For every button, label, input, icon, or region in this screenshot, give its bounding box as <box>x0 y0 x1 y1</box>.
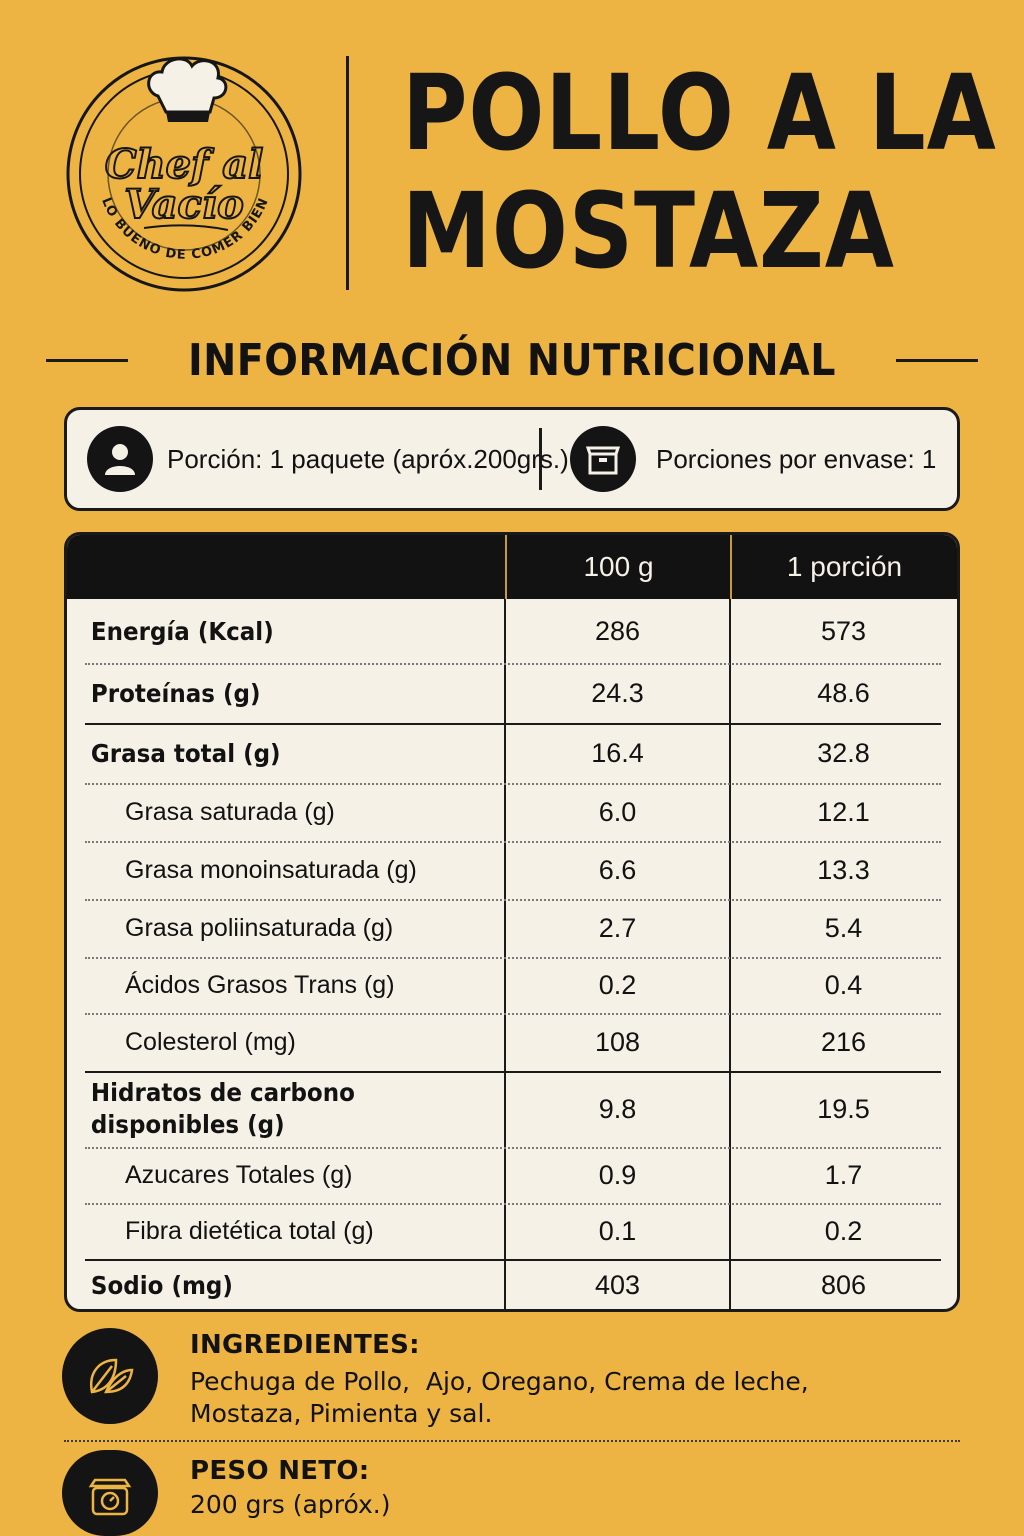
row-label-line2: disponibles (g) <box>90 1110 285 1139</box>
row-value-100g: 2.7 <box>598 912 637 943</box>
row-label: Fibra dietética total (g) <box>125 1216 374 1245</box>
header-portion: 1 porción <box>730 535 957 599</box>
servings-per-pack-text: Porciones por envase: 1 <box>656 443 937 474</box>
row-value-100g: 6.6 <box>598 854 637 885</box>
table-row: Grasa poliinsaturada (g) 2.7 5.4 <box>67 899 957 957</box>
header-divider <box>346 56 349 290</box>
section-title: INFORMACIÓN NUTRICIONAL <box>0 330 1024 390</box>
table-row: Energía (Kcal) 286 573 <box>67 599 957 663</box>
brand-logo: Chef al Vacío LO BUENO DE COMER BIEN <box>66 56 302 292</box>
row-value-100g: 286 <box>594 615 641 646</box>
row-value-portion: 19.5 <box>817 1093 870 1124</box>
row-label: Energía (Kcal) <box>90 616 274 646</box>
table-row: Hidratos de carbono disponibles (g) 9.8 … <box>67 1071 957 1147</box>
table-header: 100 g 1 porción <box>67 535 957 599</box>
ingredients-label: INGREDIENTES: <box>190 1330 420 1360</box>
row-separator <box>85 663 941 665</box>
net-weight-value: 200 grs (apróx.) <box>190 1490 391 1519</box>
group-separator <box>85 1071 941 1073</box>
column-divider-2 <box>729 599 731 1309</box>
row-separator <box>85 899 941 901</box>
row-value-100g: 6.0 <box>598 796 637 827</box>
row-value-portion: 216 <box>820 1026 867 1057</box>
row-separator <box>85 1147 941 1149</box>
group-separator <box>85 1259 941 1261</box>
row-value-100g: 0.1 <box>598 1215 637 1246</box>
row-value-portion: 806 <box>820 1269 867 1300</box>
table-row: Grasa saturada (g) 6.0 12.1 <box>67 783 957 841</box>
row-value-portion: 0.4 <box>824 969 863 1000</box>
table-row: Proteínas (g) 24.3 48.6 <box>67 663 957 723</box>
table-row: Azucares Totales (g) 0.9 1.7 <box>67 1147 957 1203</box>
row-value-portion: 13.3 <box>817 854 870 885</box>
net-weight-label: PESO NETO: <box>190 1456 370 1486</box>
section-title-text: INFORMACIÓN NUTRICIONAL <box>188 334 836 386</box>
row-separator <box>85 841 941 843</box>
footer-separator <box>64 1440 960 1442</box>
table-row: Sodio (mg) 403 806 <box>67 1259 957 1309</box>
row-value-100g: 24.3 <box>591 677 644 708</box>
row-label: Proteínas (g) <box>90 678 261 708</box>
row-value-100g: 0.2 <box>598 969 637 1000</box>
section-rule-left <box>46 358 129 362</box>
row-label: Ácidos Grasos Trans (g) <box>125 970 395 999</box>
row-label: Grasa poliinsaturada (g) <box>125 913 394 942</box>
header: Chef al Vacío LO BUENO DE COMER BIEN POL… <box>0 0 1024 310</box>
row-value-portion: 12.1 <box>817 796 870 827</box>
row-value-100g: 9.8 <box>598 1093 637 1124</box>
user-icon <box>87 426 153 492</box>
scale-icon <box>62 1450 158 1536</box>
serving-info-box: Porción: 1 paquete (apróx.200grs.) Porci… <box>64 407 960 511</box>
row-label-line1: Hidratos de carbono <box>90 1078 355 1107</box>
group-separator <box>85 723 941 725</box>
row-value-100g: 0.9 <box>598 1159 637 1190</box>
row-label: Colesterol (mg) <box>125 1027 296 1056</box>
logo-brand-line1: Chef al <box>105 141 264 188</box>
row-separator <box>85 957 941 959</box>
row-value-portion: 1.7 <box>824 1159 863 1190</box>
box-icon <box>570 426 636 492</box>
header-100g: 100 g <box>505 535 730 599</box>
ingredients-section: INGREDIENTES: Pechuga de Pollo, Ajo, Ore… <box>0 1322 1024 1440</box>
row-label: Grasa total (g) <box>90 738 281 768</box>
ingredients-line1: Pechuga de Pollo, Ajo, Oregano, Crema de… <box>190 1367 809 1396</box>
product-title-line2: MOSTAZA <box>402 170 895 292</box>
leaf-icon <box>62 1328 158 1424</box>
ingredients-text: Pechuga de Pollo, Ajo, Oregano, Crema de… <box>190 1366 950 1430</box>
row-value-portion: 48.6 <box>817 677 870 708</box>
header-empty-cell <box>67 535 505 599</box>
row-value-100g: 16.4 <box>591 737 644 768</box>
table-row: Grasa total (g) 16.4 32.8 <box>67 723 957 783</box>
table-row: Ácidos Grasos Trans (g) 0.2 0.4 <box>67 957 957 1013</box>
table-row: Fibra dietética total (g) 0.1 0.2 <box>67 1203 957 1259</box>
row-label: Grasa monoinsaturada (g) <box>125 855 417 884</box>
row-label: Azucares Totales (g) <box>125 1160 353 1189</box>
row-label: Grasa saturada (g) <box>125 797 335 826</box>
row-value-100g: 108 <box>594 1026 641 1057</box>
row-label: Hidratos de carbono disponibles (g) <box>67 1077 470 1141</box>
row-separator <box>85 1203 941 1205</box>
row-value-portion: 5.4 <box>824 912 863 943</box>
row-value-portion: 573 <box>820 615 867 646</box>
product-title: POLLO A LA MOSTAZA <box>402 52 997 292</box>
column-divider-1 <box>504 599 506 1309</box>
row-label: Sodio (mg) <box>90 1270 233 1300</box>
nutrition-table: 100 g 1 porción Energía (Kcal) 286 573 P… <box>64 532 960 1312</box>
serving-divider <box>539 428 542 490</box>
logo-brand-line2: Vacío <box>124 181 244 228</box>
ingredients-line2: Mostaza, Pimienta y sal. <box>190 1399 493 1428</box>
row-value-portion: 32.8 <box>817 737 870 768</box>
net-weight-section: PESO NETO: 200 grs (apróx.) <box>0 1446 1024 1536</box>
chef-hat-icon <box>147 57 228 122</box>
row-value-100g: 403 <box>594 1269 641 1300</box>
product-title-line1: POLLO A LA <box>402 52 997 174</box>
row-separator <box>85 1013 941 1015</box>
table-row: Grasa monoinsaturada (g) 6.6 13.3 <box>67 841 957 899</box>
table-row: Colesterol (mg) 108 216 <box>67 1013 957 1071</box>
row-value-portion: 0.2 <box>824 1215 863 1246</box>
row-separator <box>85 783 941 785</box>
portion-text: Porción: 1 paquete (apróx.200grs.) <box>167 443 569 474</box>
section-rule-right <box>895 358 978 362</box>
